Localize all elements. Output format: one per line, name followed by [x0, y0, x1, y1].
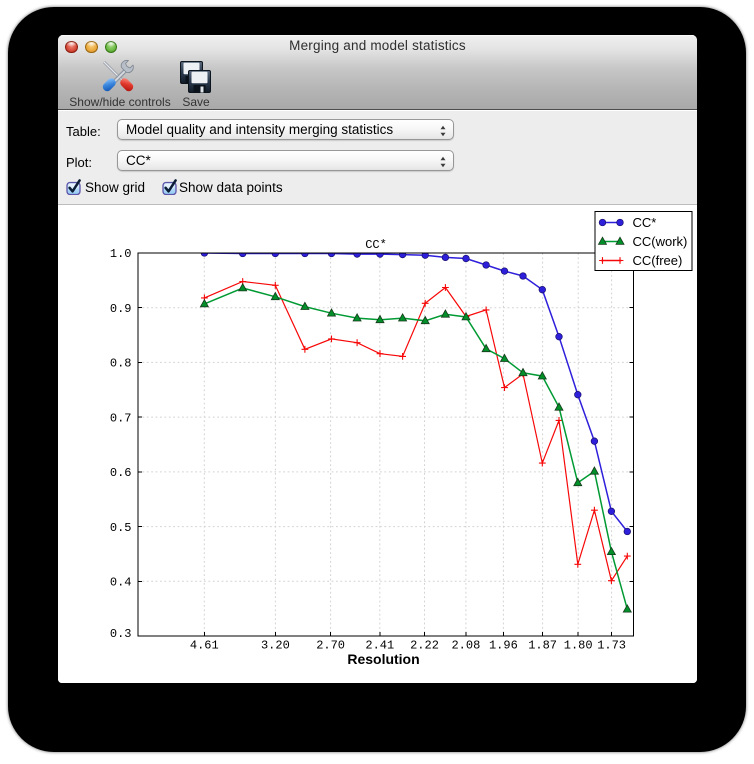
- svg-text:1.73: 1.73: [597, 639, 626, 653]
- svg-text:CC*: CC*: [365, 238, 387, 252]
- svg-text:1.80: 1.80: [564, 639, 593, 653]
- svg-text:1.0: 1.0: [110, 247, 132, 261]
- svg-text:0.4: 0.4: [110, 576, 132, 590]
- svg-text:0.6: 0.6: [110, 466, 132, 480]
- svg-text:0.5: 0.5: [110, 521, 132, 535]
- svg-text:2.70: 2.70: [316, 639, 345, 653]
- svg-text:2.22: 2.22: [410, 639, 439, 653]
- svg-text:2.41: 2.41: [365, 639, 394, 653]
- svg-text:0.9: 0.9: [110, 302, 132, 316]
- svg-text:3.20: 3.20: [261, 639, 290, 653]
- svg-text:4.61: 4.61: [190, 639, 219, 653]
- svg-text:1.96: 1.96: [489, 639, 518, 653]
- svg-text:Resolution: Resolution: [347, 651, 419, 667]
- svg-text:1.87: 1.87: [528, 639, 557, 653]
- svg-text:CC(work): CC(work): [633, 234, 688, 249]
- svg-text:0.7: 0.7: [110, 411, 132, 425]
- svg-text:CC(free): CC(free): [633, 253, 683, 268]
- svg-text:0.8: 0.8: [110, 357, 132, 371]
- svg-text:2.08: 2.08: [451, 639, 480, 653]
- svg-text:0.3: 0.3: [110, 627, 132, 641]
- svg-text:CC*: CC*: [633, 215, 657, 230]
